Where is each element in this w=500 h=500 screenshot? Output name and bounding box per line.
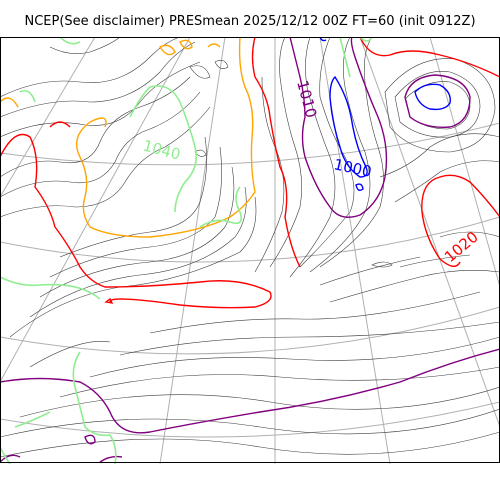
latitude-line [0, 122, 500, 166]
isobar-1020 [0, 37, 500, 309]
longitude-line [429, 37, 500, 288]
contour-label-1010: 1010 [293, 78, 320, 120]
longitude-line [359, 37, 500, 428]
chart-title: NCEP(See disclaimer) PRESmean 2025/12/12… [24, 14, 476, 29]
contour-label-1020: 1020 [441, 228, 482, 266]
thin-isobars [0, 37, 500, 458]
longitude-line [0, 37, 96, 198]
longitude-line [0, 37, 191, 383]
latitude-line [0, 306, 500, 355]
latitude-line [0, 401, 500, 438]
longitude-line [159, 37, 226, 464]
isobar-1000 [319, 37, 451, 192]
isobar-1010 [0, 37, 500, 463]
contour-label-1040: 1040 [141, 136, 183, 163]
latitude-line [0, 216, 500, 263]
isobar-1030 [0, 37, 256, 238]
pressure-map: 1010 1000 1020 1040 [0, 37, 500, 464]
